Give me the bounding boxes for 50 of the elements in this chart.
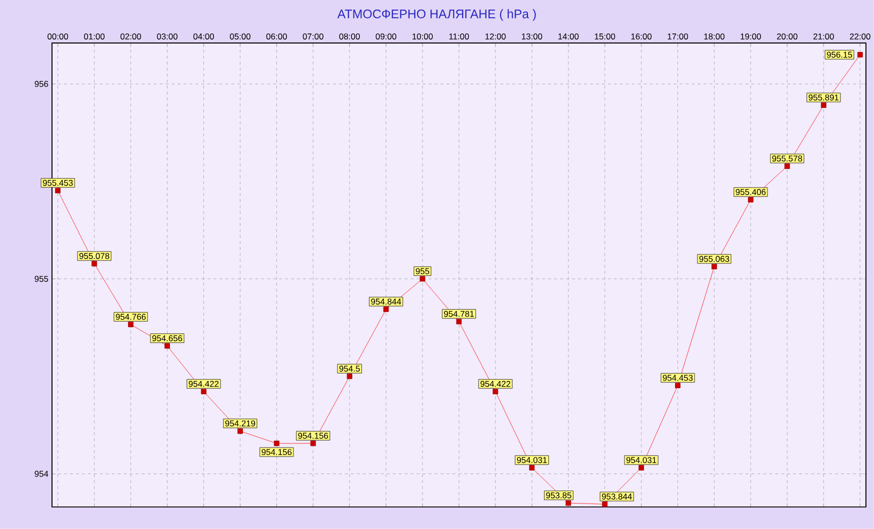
x-tick-label: 03:00 (156, 34, 178, 40)
x-tick-label: 18:00 (704, 34, 724, 40)
x-tick-label: 09:00 (376, 34, 396, 40)
data-label: 954.844 (371, 298, 402, 305)
x-tick-label: 14:00 (558, 34, 579, 40)
data-label: 954.156 (262, 449, 292, 456)
x-tick-label: 20:00 (776, 34, 798, 40)
x-tick-label: 12:00 (485, 34, 506, 40)
data-label: 953.85 (546, 492, 572, 498)
x-tick-label: 07:00 (302, 34, 324, 40)
x-tick-label: 13:00 (522, 34, 542, 40)
y-tick-label: 954 (34, 470, 48, 477)
x-tick-label: 08:00 (339, 34, 360, 40)
y-tick-label: 955 (34, 276, 48, 282)
x-tick-label: 04:00 (193, 34, 214, 40)
x-tick-label: 01:00 (84, 34, 105, 40)
x-tick-label: 02:00 (120, 34, 142, 40)
data-label: 956.15 (826, 52, 852, 58)
x-tick-label: 11:00 (449, 34, 469, 40)
data-label: 954.156 (298, 432, 328, 439)
data-label: 954.766 (116, 314, 146, 320)
data-label: 954.422 (188, 380, 219, 387)
data-label: 954.656 (152, 335, 182, 342)
x-tick-label: 10:00 (412, 34, 433, 40)
data-label: 955.453 (42, 180, 73, 186)
data-label: 954.031 (626, 457, 656, 464)
x-tick-label: 22:00 (850, 34, 870, 40)
data-label: 955.063 (699, 256, 730, 262)
data-label: 953.844 (602, 494, 632, 500)
data-label: 954.422 (480, 380, 510, 387)
data-label: 954.219 (225, 420, 256, 426)
data-label: 955.891 (808, 94, 839, 101)
x-tick-label: 17:00 (668, 34, 688, 40)
data-label: 955 (416, 268, 430, 274)
data-label: 954.5 (339, 366, 360, 372)
x-tick-label: 15:00 (594, 34, 616, 40)
x-tick-label: 06:00 (266, 34, 287, 40)
data-label: 954.031 (516, 457, 547, 464)
data-label: 954.453 (662, 374, 693, 381)
x-tick-label: 00:00 (48, 34, 68, 40)
data-label: 955.078 (79, 253, 110, 259)
x-tick-label: 16:00 (631, 34, 652, 40)
chart-title: АТМОСФЕРНО НАЛЯГАНЕ ( hPa ) (337, 9, 536, 21)
x-tick-label: 05:00 (230, 34, 250, 40)
x-tick-label: 21:00 (813, 34, 834, 40)
y-tick-label: 956 (34, 80, 48, 87)
data-label: 955.406 (736, 189, 766, 196)
data-label: 955.578 (772, 156, 802, 162)
data-label: 954.781 (444, 310, 474, 317)
x-tick-label: 19:00 (740, 34, 761, 40)
